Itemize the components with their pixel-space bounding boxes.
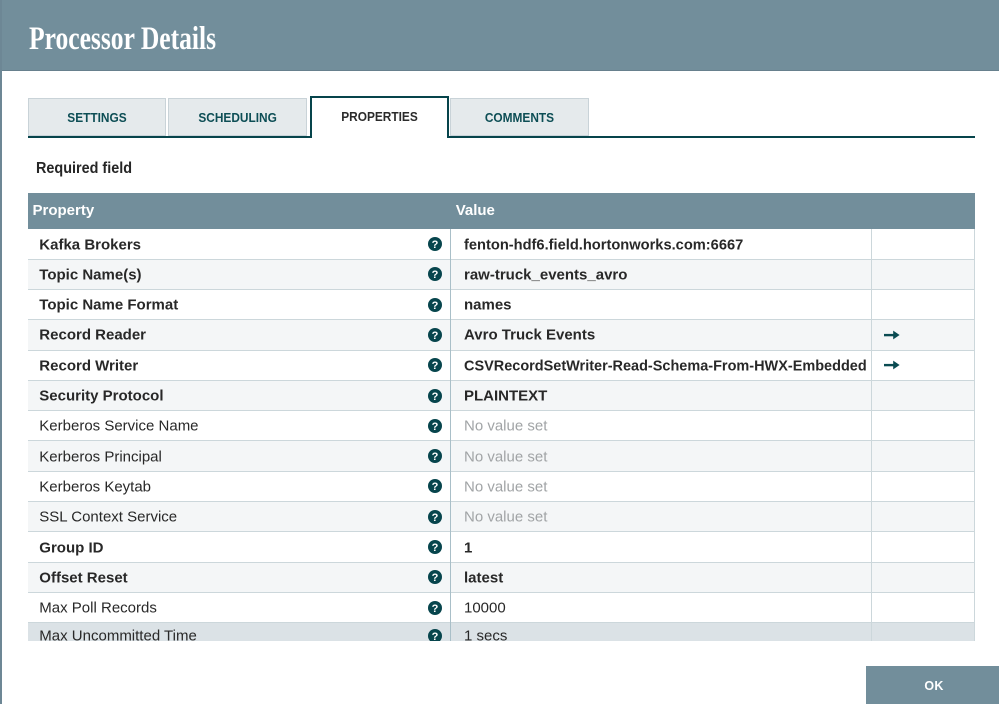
- svg-text:?: ?: [432, 512, 439, 524]
- svg-text:?: ?: [432, 572, 439, 584]
- svg-text:?: ?: [432, 631, 439, 641]
- svg-text:?: ?: [432, 239, 439, 251]
- svg-text:?: ?: [432, 602, 439, 614]
- svg-text:?: ?: [432, 390, 439, 402]
- svg-text:?: ?: [432, 481, 439, 493]
- svg-text:?: ?: [432, 269, 439, 281]
- svg-text:?: ?: [432, 330, 439, 342]
- svg-text:?: ?: [432, 542, 439, 554]
- svg-text:?: ?: [432, 360, 439, 372]
- svg-text:?: ?: [432, 421, 439, 433]
- svg-text:?: ?: [432, 451, 439, 463]
- svg-text:?: ?: [432, 299, 439, 311]
